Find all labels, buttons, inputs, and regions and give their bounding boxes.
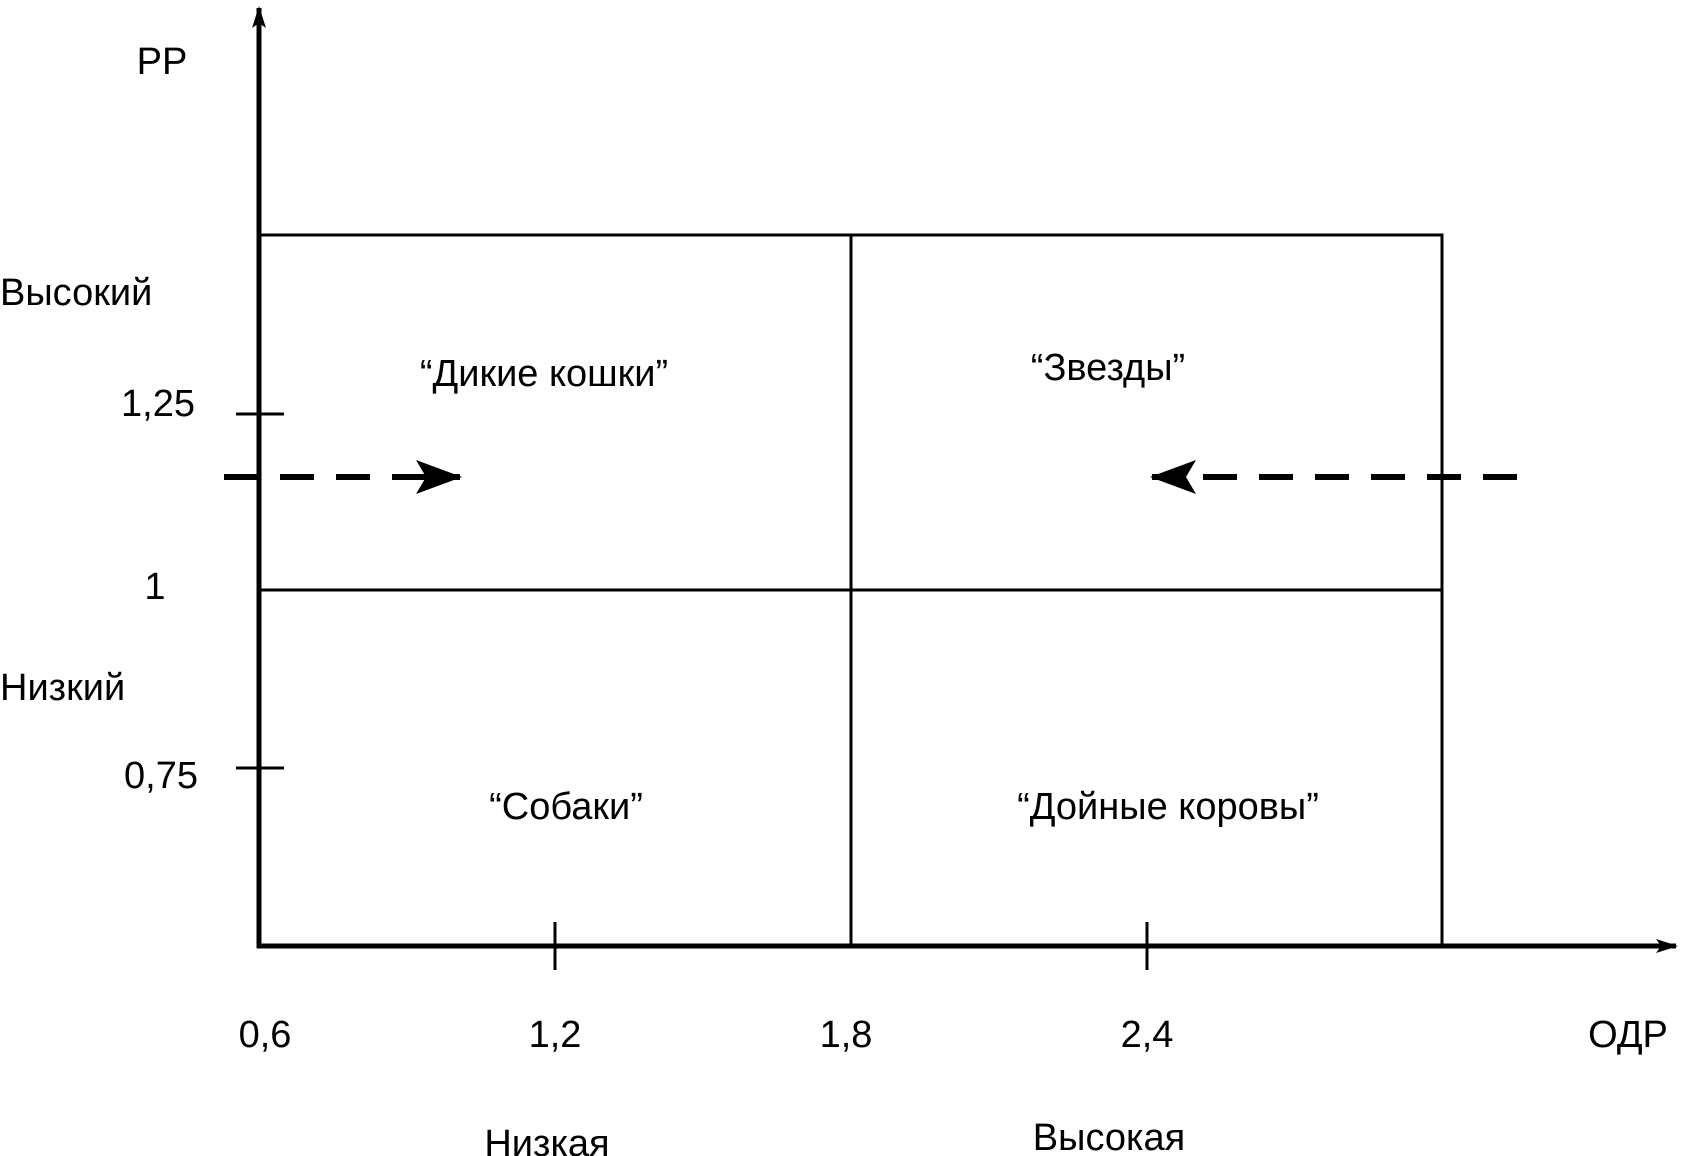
x-axis-low-label: Низкая [484, 1123, 609, 1156]
y-axis-title: РР [137, 41, 188, 83]
x-tick-label-1-2: 1,2 [529, 1014, 582, 1056]
y-tick-label-0-75: 0,75 [124, 755, 198, 797]
quadrant-label-dogs: “Собаки” [489, 786, 643, 828]
quadrant-label-cash-cows: “Дойные коровы” [1017, 786, 1319, 828]
x-axis-high-label: Высокая [1033, 1117, 1185, 1156]
y-tick-label-1-25: 1,25 [121, 383, 195, 425]
x-axis-title: ОДР [1588, 1014, 1668, 1056]
x-tick-label-1-8: 1,8 [820, 1014, 873, 1056]
y-axis-low-label: Низкий [0, 667, 125, 709]
x-tick-label-2-4: 2,4 [1121, 1014, 1174, 1056]
quadrant-label-stars: “Звезды” [1031, 347, 1185, 389]
x-tick-label-0-6: 0,6 [239, 1014, 292, 1056]
y-axis-high-label: Высокий [0, 272, 152, 314]
y-tick-label-1: 1 [144, 566, 165, 608]
quadrant-label-wildcats: “Дикие кошки” [420, 353, 668, 395]
